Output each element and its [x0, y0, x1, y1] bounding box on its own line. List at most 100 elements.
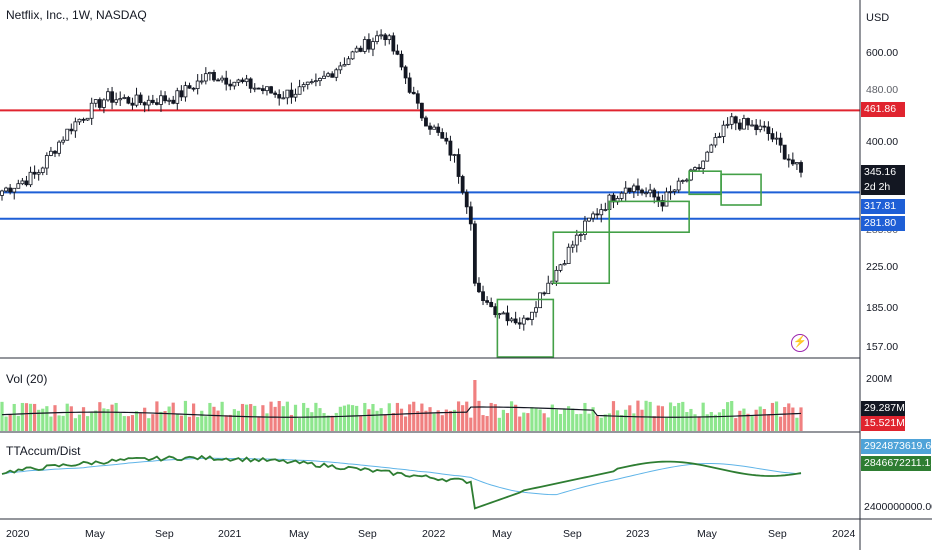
time-tick: Sep	[768, 528, 787, 540]
volume-bar	[465, 401, 469, 431]
candle-body	[521, 317, 526, 325]
candle-body	[379, 34, 384, 37]
candle-body	[350, 51, 355, 60]
candle-body	[122, 97, 127, 99]
candle-body	[460, 176, 465, 193]
volume-bar	[742, 408, 746, 431]
accum-dist-line	[1, 454, 802, 510]
volume-bar	[546, 417, 550, 431]
volume-bar	[689, 408, 693, 431]
volume-pane-label[interactable]: Vol (20)	[6, 372, 48, 386]
candle-body	[69, 128, 74, 132]
candle-body	[750, 124, 754, 127]
volume-bar	[90, 412, 94, 431]
volume-bar	[603, 414, 607, 431]
candle-body	[672, 189, 677, 192]
volume-bar	[391, 413, 395, 431]
price-tick: 600.00	[866, 47, 899, 59]
candle-body	[362, 39, 367, 52]
candle-body	[631, 185, 636, 192]
volume-bar	[461, 405, 465, 431]
volume-bar	[383, 414, 387, 431]
volume-bar	[412, 401, 416, 431]
candle-body	[758, 125, 763, 131]
candle-body	[289, 89, 294, 98]
candle-body	[150, 99, 155, 104]
volume-bar	[754, 409, 758, 431]
volume-bar	[175, 414, 179, 431]
candle-body	[305, 81, 310, 85]
candle-body	[40, 167, 45, 173]
candle-body	[387, 35, 392, 41]
currency-label[interactable]: USD	[866, 12, 890, 24]
volume-bar	[485, 416, 489, 431]
candle-body	[313, 80, 318, 83]
candle-body	[774, 137, 779, 140]
candle-body	[277, 94, 282, 99]
candle-body	[301, 84, 306, 88]
candle-body	[216, 79, 220, 82]
volume-bar	[363, 402, 367, 431]
volume-bar	[632, 413, 636, 431]
candle-body	[562, 263, 567, 266]
volume-bar	[750, 415, 754, 431]
candle-body	[705, 151, 710, 162]
candle-body	[472, 223, 477, 284]
candle-body	[179, 90, 184, 98]
candle-body	[578, 234, 583, 236]
volume-bar	[236, 410, 241, 431]
volume-bar	[620, 415, 624, 431]
volume-bar	[200, 410, 204, 431]
candle-body	[574, 234, 579, 246]
candle-body	[228, 83, 233, 87]
volume-bar	[738, 410, 742, 431]
price-pane	[0, 29, 860, 358]
volume-bar	[269, 401, 273, 431]
volume-bar	[379, 408, 383, 431]
volume-bar	[49, 416, 53, 431]
volume-bar	[28, 403, 33, 431]
volume-bar	[118, 413, 122, 431]
volume-bar	[721, 409, 726, 431]
volume-bar	[505, 413, 510, 431]
volume-bar	[261, 405, 265, 431]
volume-bar	[387, 403, 391, 431]
accum-dist-ma-line	[1, 457, 802, 496]
volume-bar	[607, 413, 612, 431]
candle-body	[285, 89, 290, 99]
candle-body	[97, 99, 102, 108]
volume-bar	[583, 402, 587, 431]
time-tick: 2024	[832, 528, 856, 540]
candle-body	[497, 313, 502, 316]
volume-bar	[550, 404, 554, 431]
candle-body	[587, 217, 591, 222]
volume-bar	[526, 413, 530, 431]
last-price-badge: 345.16 2d 2h	[861, 165, 905, 195]
candle-body	[603, 209, 608, 211]
candle-body	[342, 64, 347, 67]
volume-bar	[228, 414, 232, 431]
candle-body	[326, 73, 331, 77]
volume-tick: 200M	[866, 373, 893, 385]
candle-body	[195, 80, 200, 89]
volume-bar	[61, 415, 65, 431]
candle-body	[770, 133, 775, 140]
candle-body	[187, 85, 192, 89]
volume-bar	[538, 409, 542, 431]
volume-bar	[469, 417, 473, 431]
lightning-bolt-icon[interactable]: ⚡	[791, 334, 809, 352]
volume-bar	[338, 406, 342, 431]
volume-bar	[244, 404, 249, 431]
candle-body	[248, 78, 253, 89]
volume-bar	[371, 403, 375, 431]
volume-bar	[452, 409, 457, 431]
volume-bar	[746, 413, 750, 431]
candle-body	[232, 81, 237, 87]
volume-bar	[265, 413, 269, 431]
candle-body	[485, 300, 490, 303]
indicator-pane-label[interactable]: TTAccum/Dist	[6, 444, 81, 458]
volume-bar	[542, 413, 546, 431]
volume-bar	[493, 404, 497, 431]
volume-bar	[473, 380, 477, 431]
